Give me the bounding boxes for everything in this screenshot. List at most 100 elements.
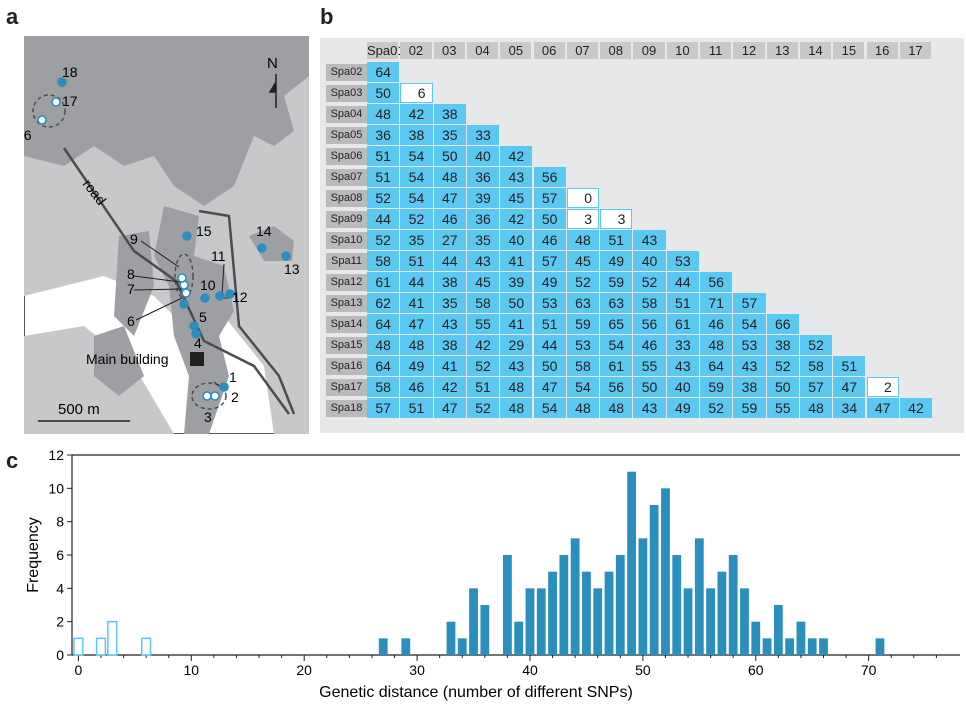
matrix-row-header: Spa12 [326, 274, 367, 291]
matrix-cell: 48 [433, 167, 466, 187]
matrix-row-header: Spa17 [326, 379, 367, 396]
matrix-cell: 58 [799, 356, 833, 376]
matrix-cell: 48 [367, 335, 400, 355]
panel-label-a: a [6, 4, 19, 29]
matrix-col-header: 11 [700, 42, 732, 59]
matrix-cell: 52 [367, 230, 400, 250]
matrix-cell: 71 [700, 293, 733, 313]
matrix-cell: 59 [700, 377, 733, 397]
matrix-cell: 54 [400, 167, 433, 187]
map-site-18 [57, 77, 67, 87]
map-site-label-2: 2 [231, 389, 239, 405]
matrix-cell: 49 [400, 356, 433, 376]
matrix-cell: 51 [666, 293, 699, 313]
matrix-cell: 57 [799, 377, 833, 397]
map-site-label-13: 13 [284, 261, 300, 277]
matrix-col-header: 07 [566, 42, 599, 59]
matrix-cell: 54 [733, 314, 766, 334]
matrix-cell: 35 [433, 293, 466, 313]
road-line-east [198, 209, 296, 415]
map-site-3 [202, 391, 212, 401]
matrix-cell: 42 [899, 398, 933, 418]
matrix-cell: 56 [533, 167, 566, 187]
bar-x29 [401, 638, 411, 655]
matrix-cell: 38 [733, 377, 766, 397]
matrix-row-header: Spa14 [326, 316, 367, 333]
site-map: road N Main building 500 m 1234567891011… [24, 36, 309, 434]
matrix-cell: 46 [633, 335, 666, 355]
y-tick-label: 12 [48, 447, 64, 463]
matrix-col-header: 02 [400, 42, 432, 59]
matrix-cell: 41 [433, 356, 466, 376]
matrix-col-header: 05 [500, 42, 532, 59]
map-site-11 [215, 291, 225, 301]
matrix-cell: 50 [633, 377, 666, 397]
matrix-cell: 41 [400, 293, 433, 313]
open-bar-x3 [107, 620, 118, 656]
matrix-cell: 50 [766, 377, 799, 397]
map-site-label-18: 18 [62, 64, 78, 80]
bar-x56 [706, 588, 716, 655]
matrix-cell: 36 [367, 125, 400, 145]
matrix-cell: 51 [833, 356, 866, 376]
matrix-cell: 42 [466, 335, 500, 355]
matrix-cell: 38 [433, 104, 466, 124]
matrix-cell: 41 [500, 251, 533, 271]
bar-x41 [536, 588, 546, 655]
matrix-cell: 50 [433, 146, 466, 166]
matrix-cell: 44 [666, 272, 699, 292]
bar-x62 [773, 605, 783, 655]
y-tick-label: 0 [56, 647, 64, 663]
y-tick-label: 4 [56, 580, 64, 596]
matrix-cell: 52 [700, 398, 733, 418]
matrix-cell: 58 [466, 293, 500, 313]
matrix-cell: 51 [600, 230, 633, 250]
cluster-ring-1-3 [191, 382, 227, 410]
map-site-label-14: 14 [256, 223, 272, 239]
map-site-17 [51, 97, 61, 107]
bar-x49 [627, 471, 636, 655]
matrix-cell: 62 [367, 293, 400, 313]
bar-x71 [875, 638, 885, 655]
matrix-cell: 56 [633, 314, 666, 334]
cluster-ring-16-17 [32, 94, 66, 128]
matrix-cell: 27 [433, 230, 466, 250]
matrix-cell: 59 [733, 398, 766, 418]
matrix-cell: 50 [367, 83, 400, 103]
map-site-10 [200, 293, 210, 303]
matrix-cell: 3 [600, 209, 633, 229]
matrix-cell: 42 [500, 209, 533, 229]
map-site-label-9: 9 [130, 231, 138, 247]
bar-x50 [638, 538, 648, 655]
bar-x66 [819, 638, 828, 655]
matrix-cell: 61 [666, 314, 699, 334]
matrix-cell: 44 [367, 209, 400, 229]
matrix-cell: 51 [367, 167, 400, 187]
snp-distance-matrix: Spa01 02 03 04 05 06 07 08 09 10 11 12 13 14 15 16 17 Spa… [320, 38, 964, 433]
matrix-row-header: Spa02 [326, 64, 367, 81]
matrix-cell: 63 [600, 293, 633, 313]
bar-x36 [480, 605, 490, 655]
land-dark-south-arm [94, 326, 144, 396]
bar-x55 [694, 538, 704, 655]
matrix-cell: 64 [367, 356, 400, 376]
map-site-label-8: 8 [127, 266, 135, 282]
matrix-col-header: 08 [600, 42, 632, 59]
land-dark-area [24, 36, 309, 206]
matrix-cell: 47 [433, 188, 466, 208]
matrix-cell: 57 [733, 293, 766, 313]
bar-x27 [378, 638, 388, 655]
map-site-label-5: 5 [199, 309, 207, 325]
matrix-cell: 59 [566, 314, 600, 334]
map-site-15 [182, 231, 192, 241]
matrix-cell: 43 [666, 356, 699, 376]
matrix-cell: 52 [799, 335, 833, 355]
matrix-cell: 33 [666, 335, 699, 355]
matrix-cell: 2 [866, 377, 899, 397]
matrix-cell: 63 [566, 293, 600, 313]
matrix-cell: 43 [466, 251, 500, 271]
matrix-row-header: Spa04 [326, 106, 367, 123]
y-tick-label: 8 [56, 514, 64, 530]
matrix-col-header: 10 [666, 42, 698, 59]
x-tick-label: 40 [522, 662, 538, 678]
